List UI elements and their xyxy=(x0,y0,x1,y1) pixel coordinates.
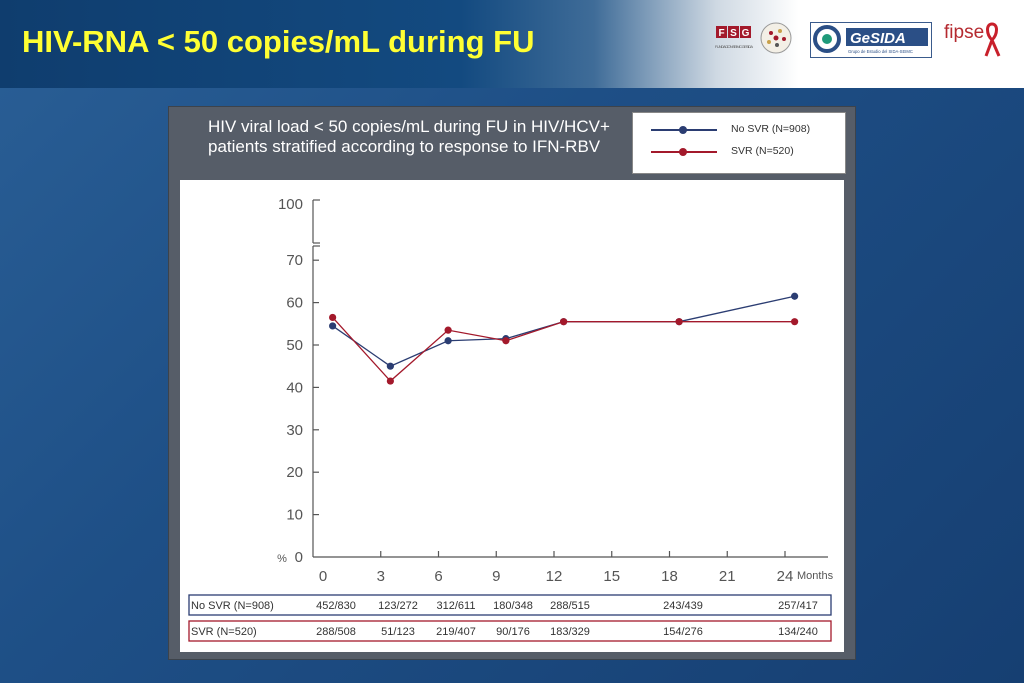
fsg-subtitle: FUNDACION SEIMC GESIDA xyxy=(715,44,753,49)
fsg-logo: F S G FUNDACION SEIMC GESIDA xyxy=(715,22,792,54)
legend-label-no-svr: No SVR (N=908) xyxy=(731,123,811,135)
table-cell: 180/348 xyxy=(493,600,533,612)
x-tick-label: 24 xyxy=(777,568,794,585)
slide-title: HIV-RNA < 50 copies/mL during FU xyxy=(22,24,535,59)
y-tick-label: 70 xyxy=(286,252,303,269)
table-cell: 243/439 xyxy=(663,600,703,612)
table-cell: 257/417 xyxy=(778,600,818,612)
table-cell: 123/272 xyxy=(378,600,418,612)
x-tick-label: 6 xyxy=(434,568,442,585)
y-tick-label: 10 xyxy=(286,507,303,524)
legend-label-svr: SVR (N=520) xyxy=(731,145,794,157)
legend-marker-no-svr xyxy=(679,126,687,134)
gesida-name: GeSIDA xyxy=(850,30,906,47)
plot-area xyxy=(180,180,844,652)
x-tick-label: 21 xyxy=(719,568,736,585)
series-line-svr xyxy=(332,317,795,382)
table-row xyxy=(188,620,832,642)
x-tick-label: 15 xyxy=(603,568,620,585)
y-axis-label: % xyxy=(277,553,287,565)
gesida-subtitle: Grupo de Estudio del SIDA-SEIMC xyxy=(848,49,913,54)
y-tick-label: 60 xyxy=(286,295,303,312)
x-tick-label: 3 xyxy=(377,568,385,585)
table-row xyxy=(188,594,832,616)
table-cell: 154/276 xyxy=(663,626,703,638)
x-tick-label: 12 xyxy=(546,568,563,585)
y-tick-label: 20 xyxy=(286,464,303,481)
data-point-svr xyxy=(386,377,394,385)
table-row-label: No SVR (N=908) xyxy=(191,600,274,612)
table-cell: 288/515 xyxy=(550,600,590,612)
y-tick-label: 0 xyxy=(295,549,303,566)
legend-marker-svr xyxy=(679,148,687,156)
y-tick-label: 100 xyxy=(278,196,303,213)
data-point-svr xyxy=(560,318,568,326)
fsg-letter-3: G xyxy=(742,28,750,39)
gesida-logo: GeSIDA Grupo de Estudio del SIDA-SEIMC xyxy=(810,22,932,58)
y-tick-label: 40 xyxy=(286,379,303,396)
y-tick-label: 30 xyxy=(286,422,303,439)
data-point-no-svr xyxy=(386,362,394,370)
data-point-svr xyxy=(329,313,337,322)
table-cell: 452/830 xyxy=(316,600,356,612)
table-cell: 134/240 xyxy=(778,626,818,638)
x-tick-label: 9 xyxy=(492,568,500,585)
table-cell: 90/176 xyxy=(496,626,530,638)
table-row-label: SVR (N=520) xyxy=(191,626,257,638)
table-cell: 288/508 xyxy=(316,626,356,638)
data-point-svr xyxy=(675,318,683,326)
data-point-no-svr xyxy=(444,337,452,345)
table-cell: 51/123 xyxy=(381,626,415,638)
data-point-no-svr xyxy=(329,322,337,330)
table-cell: 183/329 xyxy=(550,626,590,638)
series-line-no-svr xyxy=(332,295,795,367)
table-cell: 312/611 xyxy=(437,600,476,612)
fsg-letter-1: F xyxy=(718,28,724,39)
data-point-no-svr xyxy=(791,292,799,300)
chart-legend: No SVR (N=908) SVR (N=520) xyxy=(632,112,846,174)
x-axis-label: Months xyxy=(797,570,834,582)
table-cell: 219/407 xyxy=(436,626,476,638)
fsg-letter-2: S xyxy=(730,28,737,39)
data-point-svr xyxy=(502,337,510,345)
chart-title: HIV viral load < 50 copies/mL during FU … xyxy=(208,117,610,156)
fipse-name: fipse xyxy=(944,22,984,43)
data-point-svr xyxy=(444,326,452,334)
red-ribbon-icon xyxy=(984,22,1001,57)
y-tick-label: 50 xyxy=(286,337,303,354)
x-tick-label: 18 xyxy=(661,568,678,585)
fipse-logo: fipse xyxy=(944,22,1001,57)
x-tick-label: 0 xyxy=(319,568,327,585)
data-point-svr xyxy=(791,318,799,326)
